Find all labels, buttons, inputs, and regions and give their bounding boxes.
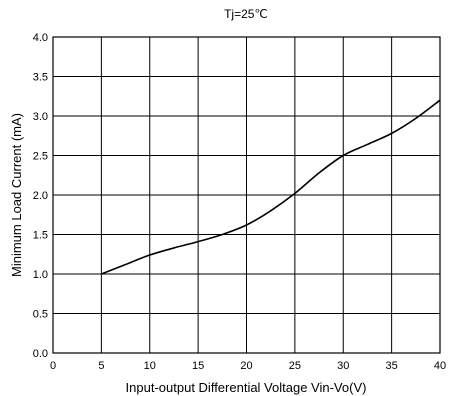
y-tick-label: 2.5 [33,151,48,163]
y-tick-label: 1.5 [33,230,48,242]
y-tick-label: 1.0 [33,269,48,281]
x-tick-label: 15 [192,360,204,372]
y-tick-label: 0.5 [33,309,48,321]
chart-title: Tj=25℃ [224,7,268,21]
y-tick-label: 3.5 [33,72,48,84]
x-tick-labels: 0 5 10 15 20 25 30 35 40 [50,360,446,372]
x-tick-label: 30 [337,360,349,372]
y-tick-label: 2.0 [33,190,48,202]
y-tick-label: 0.0 [33,348,48,360]
x-tick-label: 0 [50,360,56,372]
x-tick-label: 20 [240,360,252,372]
x-tick-label: 25 [289,360,301,372]
x-tick-label: 10 [144,360,156,372]
series-line [101,99,441,275]
plot-frame [52,36,441,354]
y-axis-label: Minimum Load Current (mA) [9,113,24,277]
x-tick-label: 40 [434,360,446,372]
y-tick-labels: 0.0 0.5 1.0 1.5 2.0 2.5 3.0 3.5 4.0 [33,32,48,360]
y-tick-label: 3.0 [33,111,48,123]
x-tick-label: 35 [386,360,398,372]
x-tick-label: 5 [98,360,104,372]
y-tick-label: 4.0 [33,32,48,44]
x-axis-label: Input-output Differential Voltage Vin-Vo… [126,380,367,395]
grid-lines [52,36,441,354]
